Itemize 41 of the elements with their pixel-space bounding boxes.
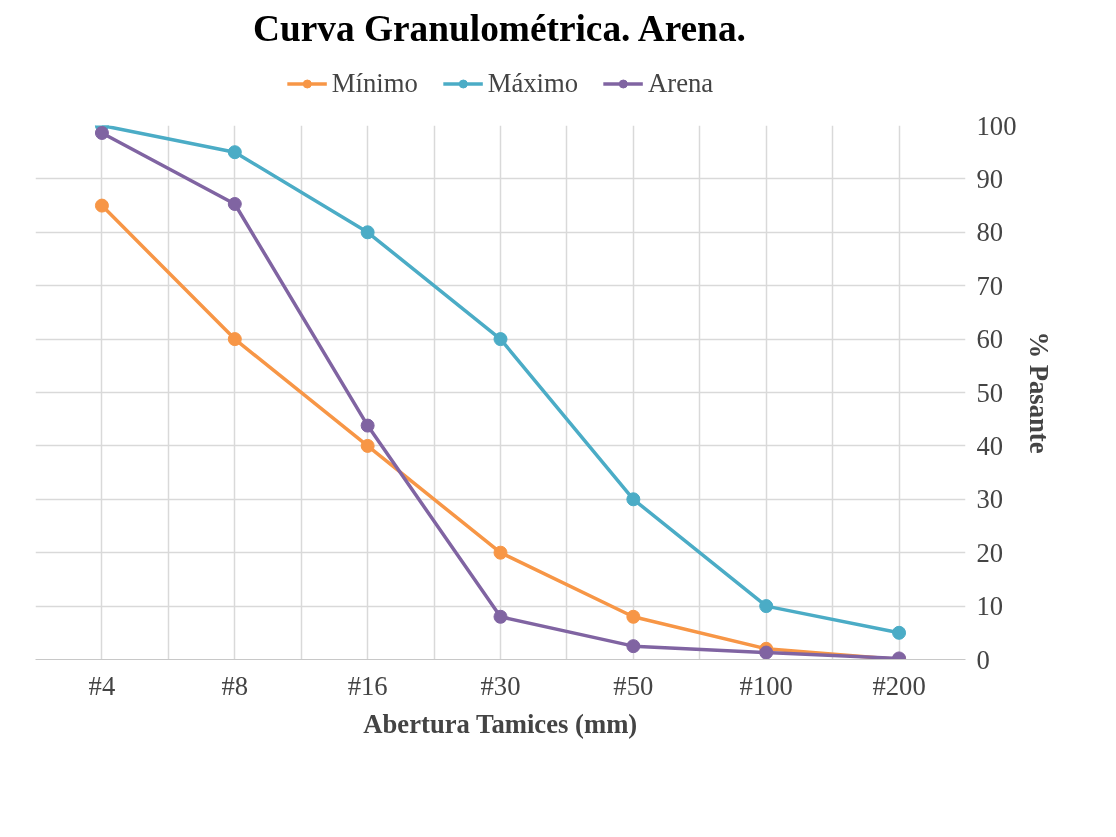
x-tick-label: #4 xyxy=(88,670,116,701)
legend-label: Mínimo xyxy=(331,67,418,99)
y-tick-label: 40 xyxy=(976,430,1004,461)
point xyxy=(94,198,109,213)
y-tick-label: 10 xyxy=(976,591,1004,622)
x-tick-label: #100 xyxy=(739,670,793,701)
point xyxy=(493,332,508,347)
y-tick-label: 30 xyxy=(976,484,1004,515)
point xyxy=(493,609,508,624)
point xyxy=(626,492,641,507)
point xyxy=(94,125,109,140)
x-axis-title: Abertura Tamices (mm) xyxy=(363,708,638,739)
point xyxy=(227,197,242,211)
y-tick-label: 80 xyxy=(976,217,1004,248)
point xyxy=(759,645,774,660)
y-tick-label: 60 xyxy=(976,324,1004,355)
x-tick-label: #8 xyxy=(221,670,249,701)
point xyxy=(227,145,242,160)
y-tick-label: 100 xyxy=(976,110,1017,141)
legend-label: Máximo xyxy=(487,67,579,99)
point xyxy=(360,438,375,453)
y-tick-label: 70 xyxy=(976,270,1004,301)
point xyxy=(626,639,641,654)
y-tick-label: 20 xyxy=(976,537,1004,568)
x-tick-label: #16 xyxy=(347,670,388,701)
y-tick-label: 50 xyxy=(976,377,1004,408)
chart-title: Curva Granulométrica. Arena. xyxy=(253,7,746,49)
point xyxy=(892,625,907,640)
point xyxy=(360,225,375,240)
y-tick-label: 90 xyxy=(976,163,1004,194)
x-tick-label: #200 xyxy=(872,670,926,701)
point xyxy=(493,545,508,560)
point xyxy=(360,418,375,433)
y-tick-label: 0 xyxy=(976,644,990,675)
point xyxy=(626,609,641,624)
x-tick-label: #50 xyxy=(613,670,654,701)
y-axis-title: % Pasante xyxy=(1024,331,1055,454)
point xyxy=(227,332,242,347)
legend-label: Arena xyxy=(648,67,714,99)
x-tick-label: #30 xyxy=(480,670,521,701)
point xyxy=(759,599,774,614)
